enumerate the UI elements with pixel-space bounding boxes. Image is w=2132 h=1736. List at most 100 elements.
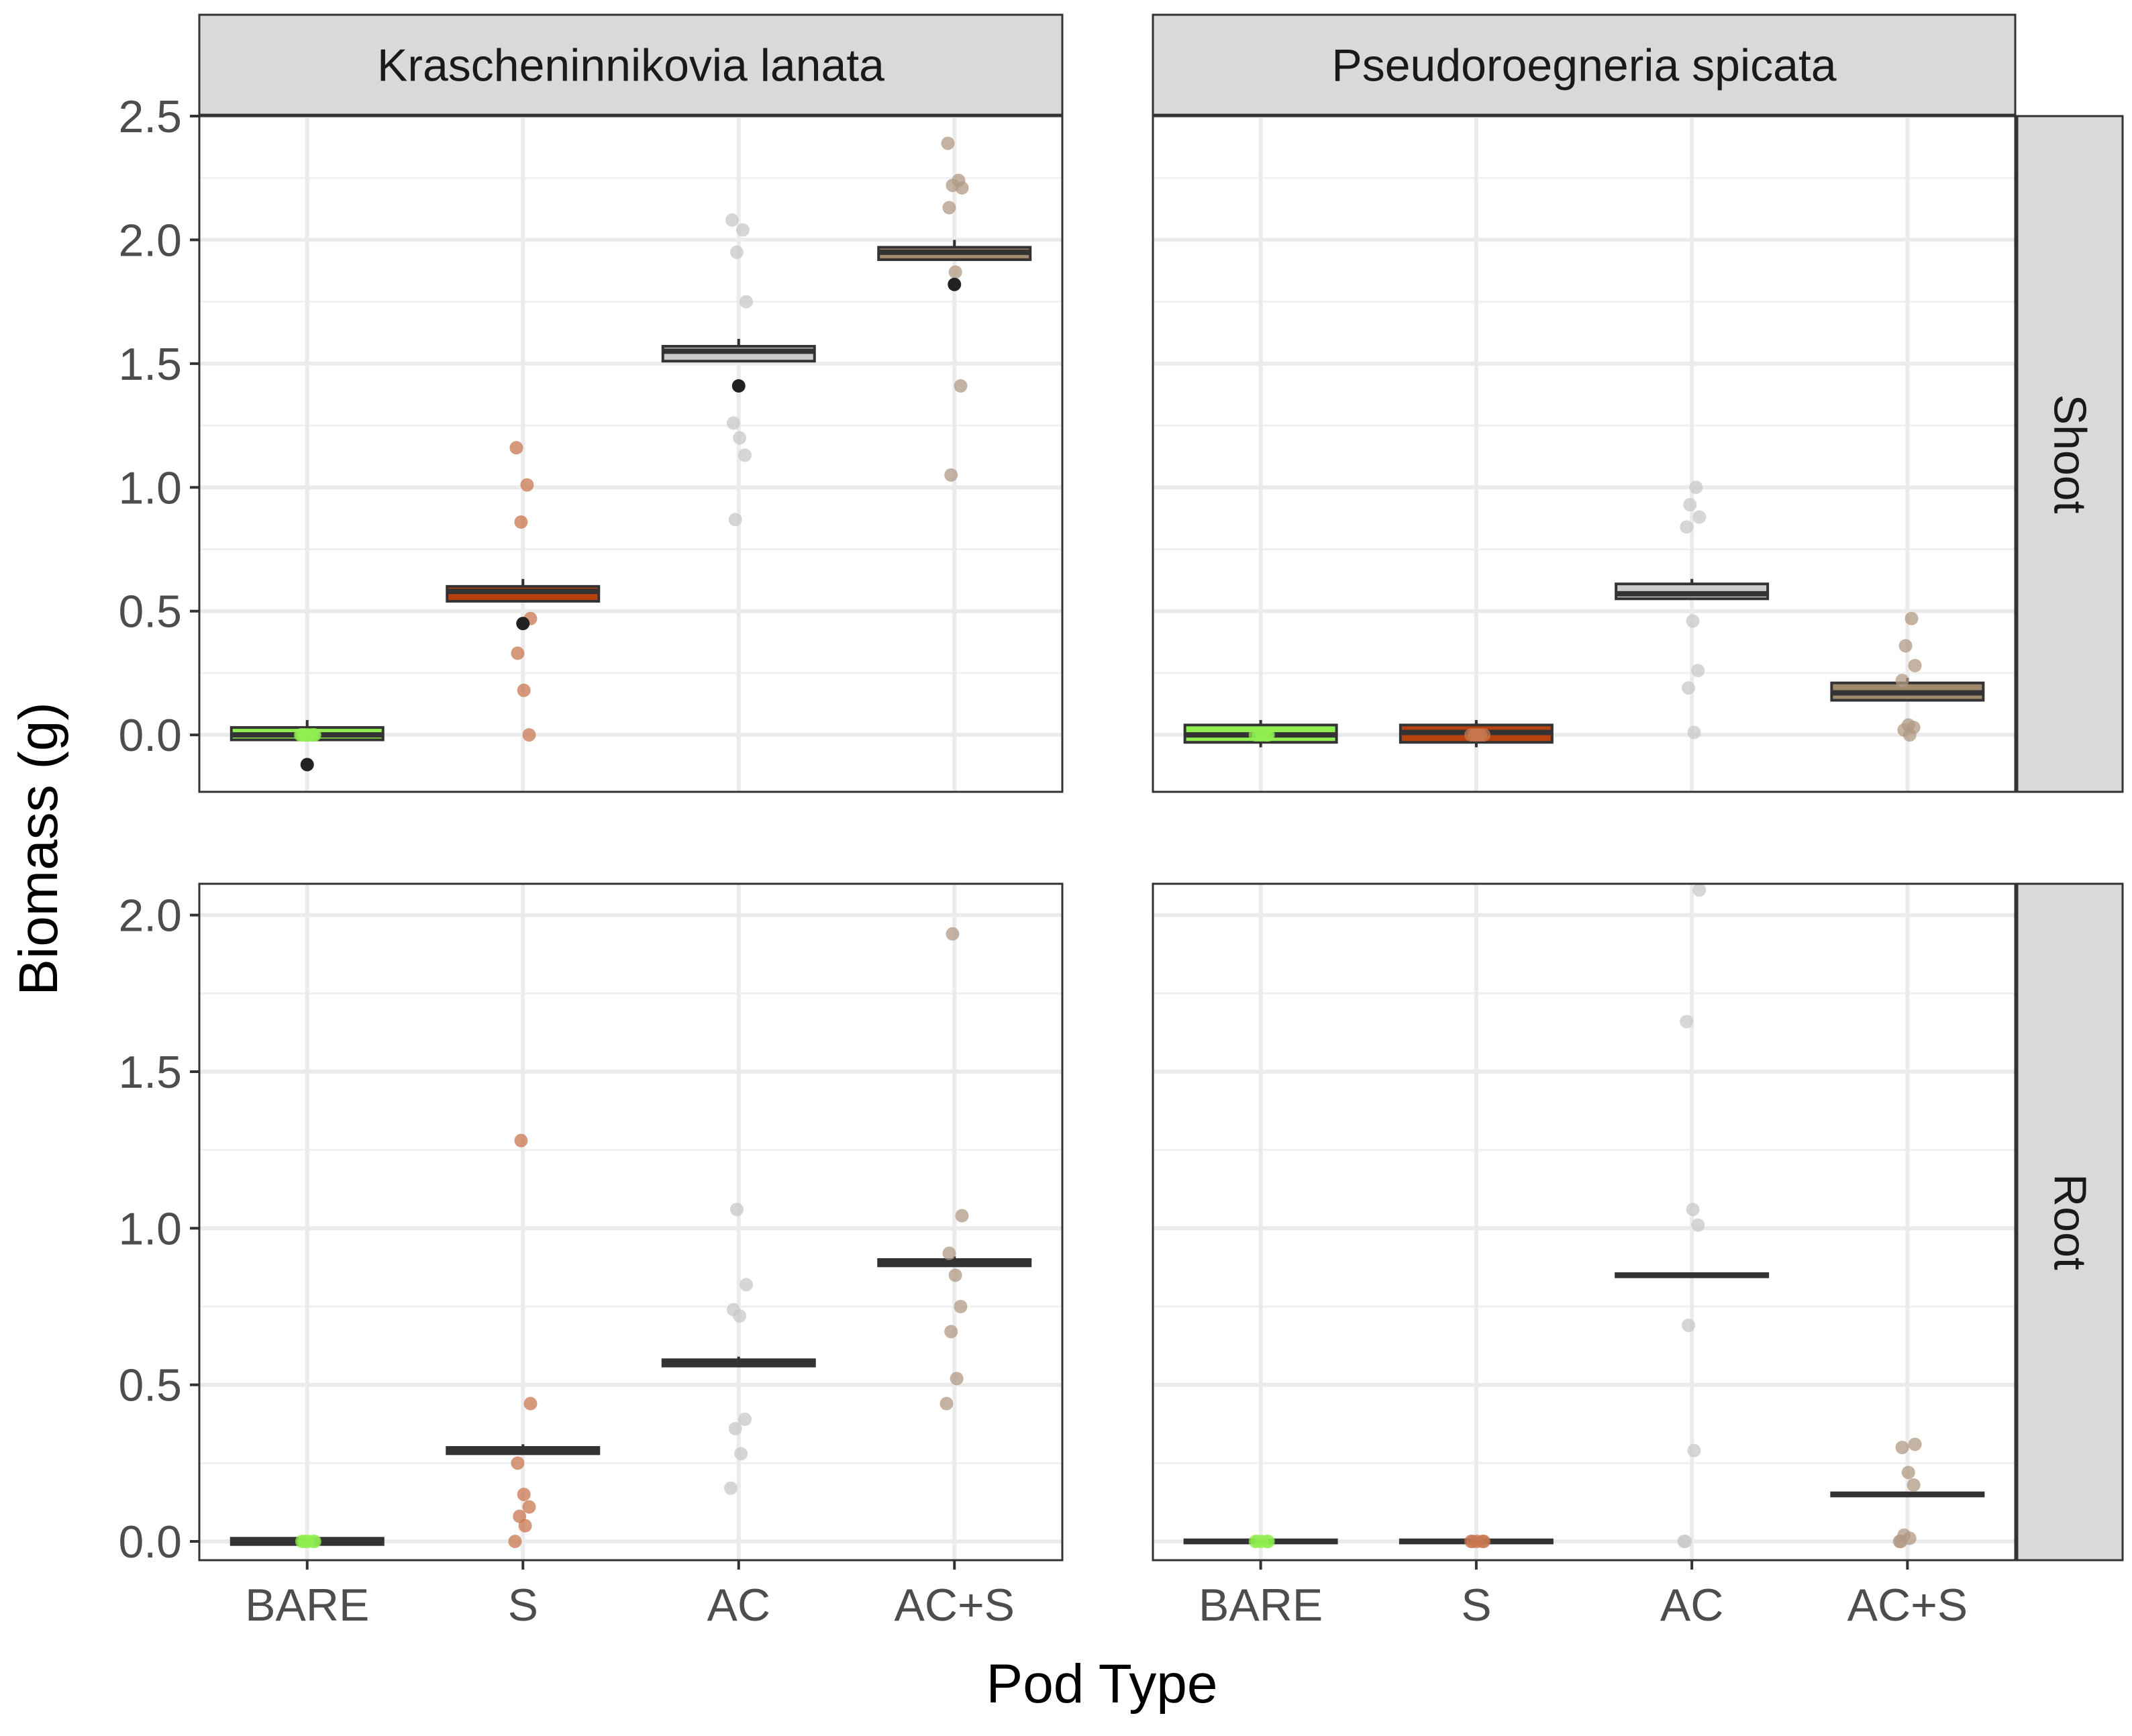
data-point bbox=[306, 1535, 320, 1548]
data-point bbox=[511, 1456, 525, 1470]
y-axis-title: Biomass (g) bbox=[8, 702, 69, 995]
data-point bbox=[1682, 1319, 1696, 1332]
data-point bbox=[1908, 658, 1922, 672]
box-ac bbox=[661, 1356, 816, 1368]
data-point bbox=[297, 1535, 311, 1548]
box-ac-plus-s bbox=[1830, 1491, 1985, 1498]
panel-background bbox=[1153, 116, 2015, 792]
panel-border bbox=[1152, 882, 2017, 1562]
panel-pseudoroegneria-shoot bbox=[1152, 114, 2017, 793]
data-point bbox=[739, 1278, 753, 1292]
data-point bbox=[523, 1396, 538, 1411]
data-point bbox=[1680, 1015, 1694, 1029]
data-point bbox=[728, 513, 742, 527]
data-point bbox=[941, 136, 955, 150]
outlier-point bbox=[300, 758, 314, 772]
data-point bbox=[297, 728, 311, 742]
data-point bbox=[508, 1535, 522, 1548]
y-tick-label: 0.0 bbox=[118, 1517, 182, 1568]
data-point bbox=[1691, 1218, 1705, 1232]
data-point bbox=[1470, 728, 1484, 742]
data-point bbox=[955, 1209, 969, 1223]
strip-label: Root bbox=[2045, 1174, 2096, 1270]
data-point bbox=[1260, 728, 1274, 742]
outlier-point bbox=[731, 379, 746, 393]
y-tick-label: 1.5 bbox=[118, 339, 182, 390]
strip-label: Shoot bbox=[2045, 395, 2096, 514]
data-point bbox=[1687, 1443, 1701, 1458]
data-point bbox=[942, 1246, 956, 1260]
axis-layer: 0.0 0.5 1.0 1.5 2.0 2.5 0.0 0.5 1.0 1.5 2.0 BARE S AC… bbox=[118, 91, 1968, 1631]
panel-border bbox=[1152, 115, 2017, 793]
data-point bbox=[733, 431, 747, 445]
strip-root: Root bbox=[2016, 882, 2124, 1562]
data-point bbox=[728, 1422, 742, 1435]
y-tick-label: 0.5 bbox=[118, 586, 182, 637]
data-point bbox=[733, 1309, 747, 1323]
data-point bbox=[1894, 1535, 1908, 1548]
x-axis-title: Pod Type bbox=[986, 1653, 1218, 1715]
panel-pseudoroegneria-root bbox=[1152, 882, 2017, 1562]
data-point bbox=[1895, 674, 1909, 688]
box-ac bbox=[661, 338, 816, 363]
panel-background bbox=[199, 116, 1062, 792]
strip-kl: Krascheninnikovia lanata bbox=[198, 13, 1064, 116]
strip-background bbox=[2016, 115, 2124, 793]
data-point bbox=[1476, 1535, 1490, 1548]
data-point bbox=[944, 468, 958, 482]
outlier-point bbox=[516, 617, 530, 631]
y-tick-label: 2.0 bbox=[118, 890, 182, 941]
box-s bbox=[446, 1444, 601, 1456]
data-point bbox=[725, 213, 739, 227]
data-point bbox=[1682, 681, 1696, 695]
panel-border bbox=[198, 115, 1064, 793]
data-point bbox=[1687, 725, 1701, 739]
panel-krascheninnikovia-root bbox=[198, 882, 1064, 1562]
data-point bbox=[511, 646, 525, 660]
box-ac-plus-s bbox=[877, 1256, 1032, 1268]
data-point bbox=[1692, 883, 1707, 897]
data-point bbox=[735, 223, 750, 237]
data-point bbox=[1905, 611, 1919, 625]
panel-layer bbox=[198, 114, 2017, 1562]
panel-border bbox=[198, 882, 1064, 1562]
x-tick-label: AC bbox=[707, 1580, 770, 1631]
y-tick-label: 0.0 bbox=[118, 710, 182, 761]
data-point bbox=[518, 1519, 532, 1533]
x-tick-label: AC+S bbox=[894, 1580, 1015, 1631]
outlier-point bbox=[948, 277, 962, 291]
panel-background bbox=[199, 884, 1062, 1560]
x-tick-label: BARE bbox=[245, 1580, 369, 1631]
strip-background bbox=[198, 13, 1064, 116]
data-point bbox=[1689, 480, 1703, 495]
box-s bbox=[446, 578, 601, 603]
strip-layer: Krascheninnikovia lanata Pseudoroegneria … bbox=[198, 13, 2124, 1562]
data-point bbox=[738, 448, 752, 462]
data-point bbox=[946, 927, 960, 941]
data-point bbox=[1901, 1466, 1915, 1480]
y-tick-label: 0.5 bbox=[118, 1360, 182, 1411]
panel-background bbox=[1153, 884, 2015, 1560]
x-tick-label: BARE bbox=[1199, 1580, 1323, 1631]
data-point bbox=[520, 478, 534, 492]
data-point bbox=[522, 728, 536, 742]
data-point bbox=[306, 728, 320, 742]
data-point bbox=[509, 441, 523, 455]
x-tick-label: AC+S bbox=[1847, 1580, 1968, 1631]
strip-label: Krascheninnikovia lanata bbox=[377, 40, 884, 91]
data-point bbox=[942, 201, 956, 215]
data-point bbox=[729, 1203, 744, 1217]
data-point bbox=[729, 245, 744, 259]
data-point bbox=[1691, 664, 1705, 678]
strip-background bbox=[1152, 13, 2017, 116]
data-point bbox=[1692, 510, 1707, 524]
box-ac-plus-s bbox=[877, 240, 1032, 261]
data-point bbox=[948, 265, 962, 279]
data-point bbox=[738, 1413, 752, 1426]
data-point bbox=[955, 181, 969, 195]
data-point bbox=[1466, 1535, 1480, 1548]
data-point bbox=[514, 515, 528, 529]
data-point bbox=[517, 683, 531, 697]
data-point bbox=[1250, 1535, 1264, 1548]
data-point bbox=[723, 1481, 738, 1495]
